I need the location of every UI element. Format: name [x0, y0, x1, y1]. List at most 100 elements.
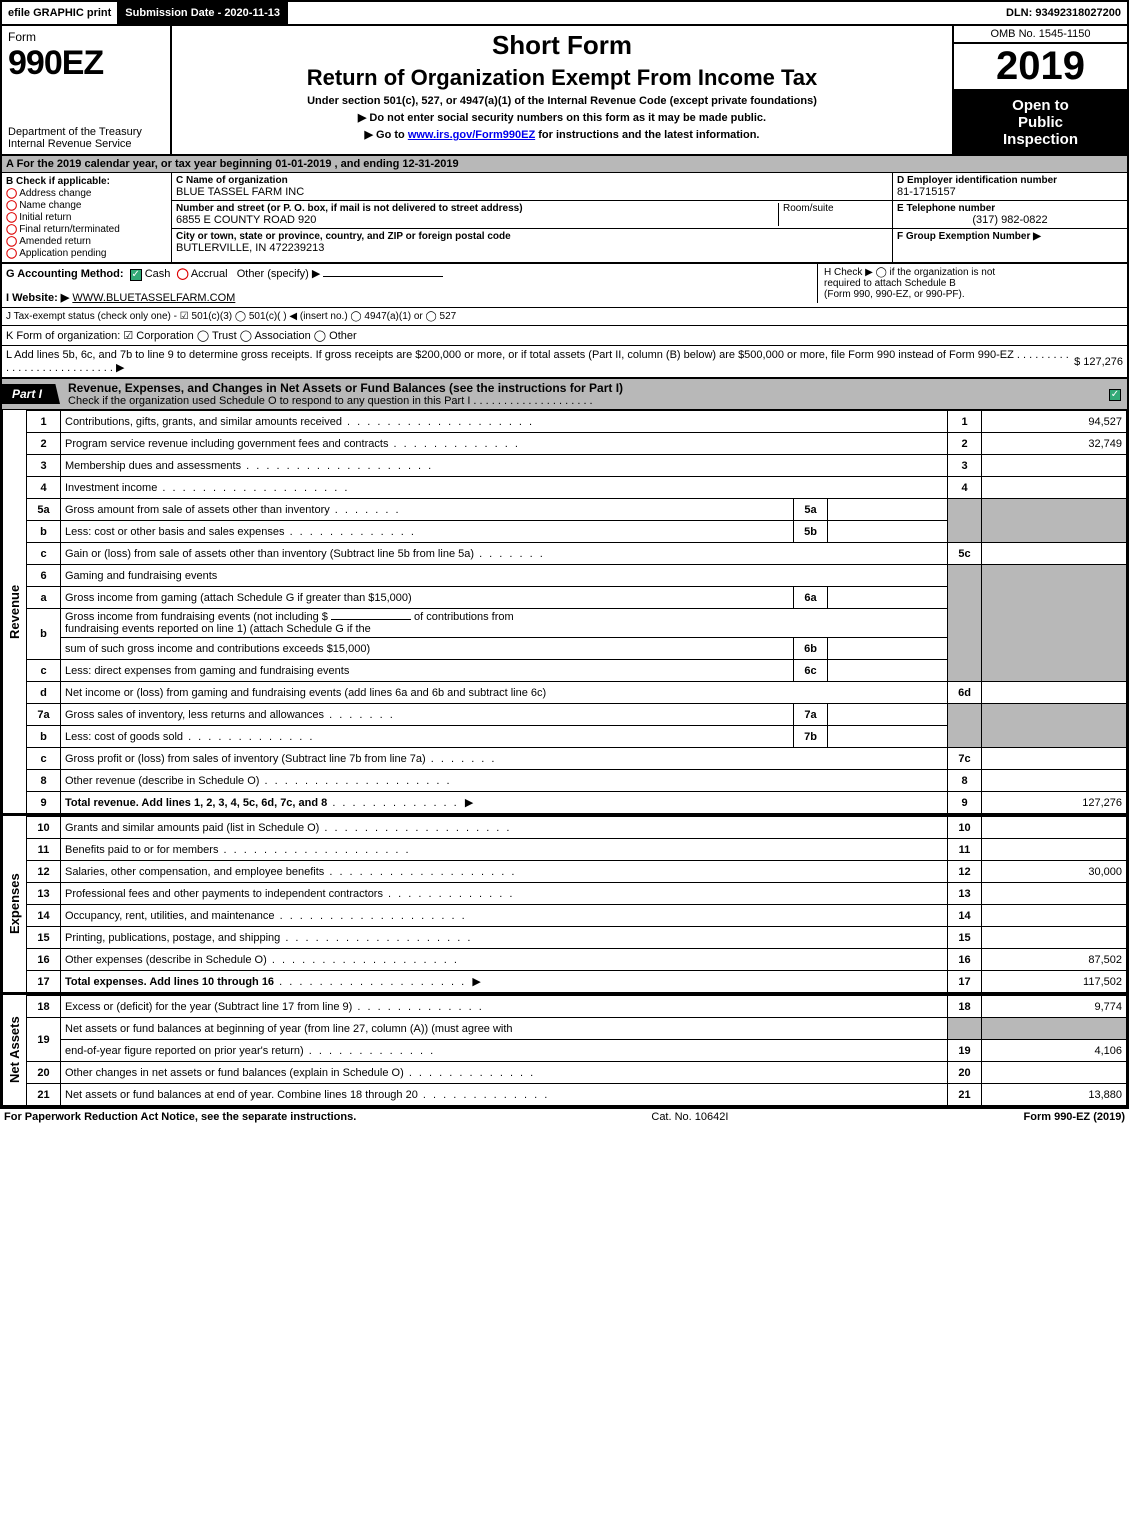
phone-value: (317) 982-0822: [897, 214, 1123, 226]
city-row: City or town, state or province, country…: [172, 229, 892, 256]
chk-amended-return[interactable]: ◯Amended return: [6, 236, 167, 247]
dln: DLN: 93492318027200: [1000, 2, 1127, 24]
col-b-header: B Check if applicable:: [6, 176, 167, 187]
department-label: Department of the Treasury: [8, 126, 164, 138]
chk-cash[interactable]: ✓: [130, 269, 142, 281]
line-i-label: I Website: ▶: [6, 292, 69, 304]
efile-print: efile GRAPHIC print: [2, 2, 119, 24]
netassets-section: Net Assets 18Excess or (deficit) for the…: [0, 993, 1129, 1108]
row-5c: cGain or (loss) from sale of assets othe…: [27, 543, 1127, 565]
cash-label: Cash: [145, 268, 171, 280]
form-header: Form 990EZ Department of the Treasury In…: [0, 26, 1129, 156]
row-7a: 7aGross sales of inventory, less returns…: [27, 704, 1127, 726]
open-public-2: Public: [956, 114, 1125, 131]
row-3: 3Membership dues and assessments3: [27, 455, 1127, 477]
group-exemption-cell: F Group Exemption Number ▶: [893, 229, 1127, 244]
street-row: Number and street (or P. O. box, if mail…: [172, 201, 892, 229]
part-i-title: Revenue, Expenses, and Changes in Net As…: [68, 379, 1109, 409]
page-footer: For Paperwork Reduction Act Notice, see …: [0, 1108, 1129, 1125]
city-value: BUTLERVILLE, IN 472239213: [176, 242, 888, 254]
footer-right: Form 990-EZ (2019): [1024, 1111, 1125, 1123]
revenue-section: Revenue 1Contributions, gifts, grants, a…: [0, 410, 1129, 814]
row-18: 18Excess or (deficit) for the year (Subt…: [27, 996, 1127, 1018]
row-11: 11Benefits paid to or for members11: [27, 839, 1127, 861]
phone-label: E Telephone number: [897, 203, 1123, 214]
irs-link[interactable]: www.irs.gov/Form990EZ: [408, 129, 535, 141]
row-21: 21Net assets or fund balances at end of …: [27, 1084, 1127, 1106]
row-2: 2Program service revenue including gover…: [27, 433, 1127, 455]
netassets-vert-label: Net Assets: [2, 995, 26, 1106]
under-section: Under section 501(c), 527, or 4947(a)(1)…: [307, 95, 817, 107]
submission-date: Submission Date - 2020-11-13: [119, 2, 288, 24]
r6b-d3: fundraising events reported on line 1) (…: [65, 623, 371, 635]
goto-prefix: ▶ Go to: [365, 129, 408, 141]
col-b-checkboxes: B Check if applicable: ◯Address change ◯…: [2, 173, 172, 262]
row-6: 6Gaming and fundraising events: [27, 565, 1127, 587]
goto-notice: ▶ Go to www.irs.gov/Form990EZ for instru…: [365, 128, 760, 141]
row-8: 8Other revenue (describe in Schedule O)8: [27, 770, 1127, 792]
row-1: 1Contributions, gifts, grants, and simil…: [27, 411, 1127, 433]
col-c: C Name of organization BLUE TASSEL FARM …: [172, 173, 892, 262]
line-g-label: G Accounting Method:: [6, 268, 124, 280]
revenue-vert-label: Revenue: [2, 410, 26, 814]
footer-left: For Paperwork Reduction Act Notice, see …: [4, 1111, 356, 1123]
line-h-text3: (Form 990, 990-EZ, or 990-PF).: [824, 289, 1121, 300]
ein-label: D Employer identification number: [897, 175, 1123, 186]
part-i-sub: Check if the organization used Schedule …: [68, 395, 1109, 407]
short-form-title: Short Form: [492, 30, 632, 61]
row-7c: cGross profit or (loss) from sales of in…: [27, 748, 1127, 770]
row-16: 16Other expenses (describe in Schedule O…: [27, 949, 1127, 971]
form-word: Form: [8, 30, 36, 44]
street-label: Number and street (or P. O. box, if mail…: [176, 203, 778, 214]
chk-initial-return[interactable]: ◯Initial return: [6, 212, 167, 223]
website-value[interactable]: WWW.BLUETASSELFARM.COM: [72, 292, 235, 304]
row-19b: end-of-year figure reported on prior yea…: [27, 1040, 1127, 1062]
other-label: Other (specify) ▶: [237, 268, 321, 280]
line-h-box: H Check ▶ ◯ if the organization is not r…: [817, 264, 1127, 303]
org-name-row: C Name of organization BLUE TASSEL FARM …: [172, 173, 892, 201]
chk-final-return[interactable]: ◯Final return/terminated: [6, 224, 167, 235]
part-i-label: Part I: [2, 384, 60, 404]
expenses-table: 10Grants and similar amounts paid (list …: [26, 816, 1127, 993]
revenue-table: 1Contributions, gifts, grants, and simil…: [26, 410, 1127, 814]
header-right: OMB No. 1545-1150 2019 Open to Public In…: [952, 26, 1127, 154]
row-5a: 5aGross amount from sale of assets other…: [27, 499, 1127, 521]
top-bar: efile GRAPHIC print Submission Date - 20…: [0, 0, 1129, 26]
irs-label: Internal Revenue Service: [8, 138, 164, 150]
line-h-text1: H Check ▶ ◯ if the organization is not: [824, 267, 1121, 278]
expenses-section: Expenses 10Grants and similar amounts pa…: [0, 814, 1129, 993]
footer-center: Cat. No. 10642I: [651, 1111, 728, 1123]
row-6d: dNet income or (loss) from gaming and fu…: [27, 682, 1127, 704]
row-14: 14Occupancy, rent, utilities, and mainte…: [27, 905, 1127, 927]
row-13: 13Professional fees and other payments t…: [27, 883, 1127, 905]
open-public-badge: Open to Public Inspection: [954, 91, 1127, 154]
form-number: 990EZ: [8, 44, 103, 82]
row-4: 4Investment income4: [27, 477, 1127, 499]
org-name-value: BLUE TASSEL FARM INC: [176, 186, 888, 198]
netassets-table: 18Excess or (deficit) for the year (Subt…: [26, 995, 1127, 1106]
part-i-checkbox[interactable]: ✓: [1109, 388, 1127, 401]
room-suite: Room/suite: [778, 203, 888, 226]
ein-cell: D Employer identification number 81-1715…: [893, 173, 1127, 201]
chk-application-pending[interactable]: ◯Application pending: [6, 248, 167, 259]
header-left: Form 990EZ Department of the Treasury In…: [2, 26, 172, 154]
row-12: 12Salaries, other compensation, and empl…: [27, 861, 1127, 883]
r6b-d2: of contributions from: [414, 611, 514, 623]
tax-year: 2019: [954, 44, 1127, 91]
row-20: 20Other changes in net assets or fund ba…: [27, 1062, 1127, 1084]
chk-address-change[interactable]: ◯Address change: [6, 188, 167, 199]
entity-block: B Check if applicable: ◯Address change ◯…: [0, 173, 1129, 264]
row-17: 17Total expenses. Add lines 10 through 1…: [27, 971, 1127, 993]
city-label: City or town, state or province, country…: [176, 231, 888, 242]
header-center: Short Form Return of Organization Exempt…: [172, 26, 952, 154]
omb-number: OMB No. 1545-1150: [954, 26, 1127, 44]
row-19: 19Net assets or fund balances at beginni…: [27, 1018, 1127, 1040]
chk-name-change[interactable]: ◯Name change: [6, 200, 167, 211]
group-exemption-label: F Group Exemption Number ▶: [897, 231, 1123, 242]
line-l: L Add lines 5b, 6c, and 7b to line 9 to …: [0, 346, 1129, 379]
ein-value: 81-1715157: [897, 186, 1123, 198]
goto-suffix: for instructions and the latest informat…: [535, 129, 759, 141]
row-10: 10Grants and similar amounts paid (list …: [27, 817, 1127, 839]
return-title: Return of Organization Exempt From Incom…: [307, 65, 818, 91]
row-9: 9Total revenue. Add lines 1, 2, 3, 4, 5c…: [27, 792, 1127, 814]
